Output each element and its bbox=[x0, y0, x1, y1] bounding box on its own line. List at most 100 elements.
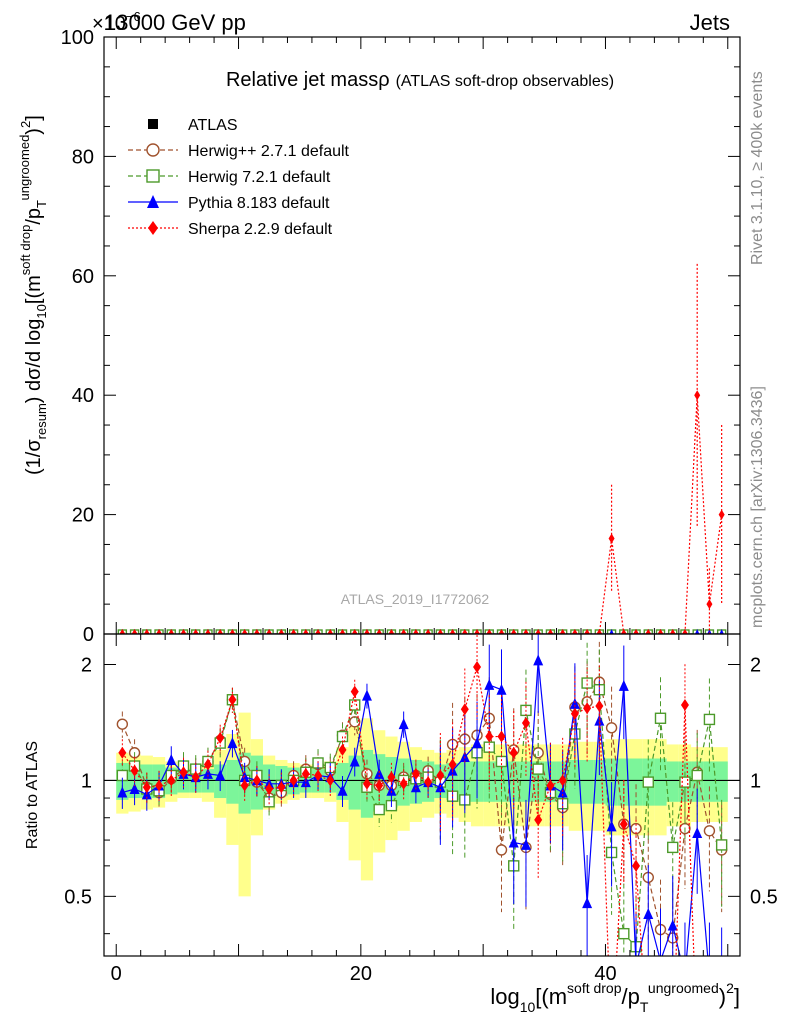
sherpa-ratio-point bbox=[191, 771, 200, 784]
sherpa-point bbox=[571, 629, 578, 634]
sherpa-point bbox=[376, 629, 383, 634]
sherpa-ratio-point bbox=[314, 769, 323, 782]
pythia-ratio-point bbox=[129, 782, 140, 794]
pythia-ratio-point bbox=[227, 737, 238, 749]
sherpa-point bbox=[620, 629, 627, 634]
sherpa-ratio-point bbox=[179, 766, 188, 779]
y-exponent-note: ×10−6 bbox=[92, 9, 141, 35]
main-title: Relative jet massρ (ATLAS soft-drop obser… bbox=[226, 69, 614, 91]
sherpa-point bbox=[461, 629, 468, 634]
sherpa-ratio-point bbox=[228, 693, 237, 706]
herwig7-ratio-point bbox=[703, 713, 716, 726]
sherpa-ratio-point bbox=[216, 731, 225, 744]
legend-marker-sherpa bbox=[148, 221, 158, 235]
pythia-ratio-point bbox=[569, 697, 580, 709]
ratio-y-tick-label-right: 0.5 bbox=[750, 886, 778, 908]
ratio-y-label: Ratio to ATLAS bbox=[24, 741, 41, 849]
sherpa-point bbox=[131, 629, 138, 634]
sherpa-point bbox=[290, 629, 297, 634]
main-axis-ticks: 0 20 40 60 80 100 bbox=[61, 27, 740, 646]
main-title-note: (ATLAS soft-drop observables) bbox=[396, 73, 614, 90]
herwig7-ratio-point bbox=[679, 776, 691, 788]
sherpa-ratio-point bbox=[338, 743, 347, 756]
sherpa-point bbox=[192, 629, 199, 634]
pythia-ratio-point bbox=[533, 654, 544, 666]
sherpa-point bbox=[694, 390, 701, 401]
band-inner-segment bbox=[703, 761, 716, 802]
sherpa-point bbox=[241, 629, 248, 634]
pythia-ratio-point bbox=[117, 786, 128, 798]
pythia-ratio-point bbox=[361, 689, 372, 701]
sherpa-ratio-point bbox=[595, 700, 604, 713]
sherpa-point bbox=[425, 629, 432, 634]
pythia-ratio-point bbox=[557, 786, 568, 798]
pythia-ratio-point bbox=[631, 960, 641, 971]
pythia-ratio-point bbox=[398, 718, 409, 730]
ratio-panel: 0.5 0.51 12 20 20 40 Ratio to ATLAS log10[(ms… bbox=[24, 633, 778, 1015]
sherpa-ratio-point bbox=[277, 781, 286, 794]
sherpa-point bbox=[510, 629, 517, 634]
analysis-watermark: ATLAS_2019_I1772062 bbox=[341, 591, 490, 607]
pythia-ratio-point bbox=[496, 683, 507, 695]
sherpa-point bbox=[584, 629, 591, 634]
sherpa-point bbox=[143, 629, 150, 634]
sherpa-ratio-point bbox=[424, 776, 433, 789]
sherpa-ratio-point bbox=[252, 774, 261, 787]
pythia-ratio-point bbox=[337, 784, 348, 796]
herwig7-ratio-point bbox=[691, 769, 703, 782]
main-y-tick-label: 100 bbox=[61, 27, 94, 49]
band-inner-segment bbox=[581, 759, 594, 804]
herwig7-ratio-point bbox=[715, 839, 728, 851]
pythia-ratio-point bbox=[215, 769, 226, 781]
legend-marker-pythia bbox=[147, 195, 159, 208]
sherpa-ratio-point bbox=[142, 781, 151, 794]
sherpa-point bbox=[266, 629, 273, 634]
ratio-y-tick-label-right: 2 bbox=[750, 654, 761, 676]
sherpa-ratio-point bbox=[521, 716, 530, 729]
main-series bbox=[117, 263, 727, 634]
sherpa-point bbox=[412, 629, 419, 634]
band-inner-segment bbox=[495, 761, 508, 802]
sherpa-point bbox=[400, 629, 407, 634]
band-inner-segment bbox=[226, 759, 239, 804]
herwig7-ratio-point bbox=[654, 712, 667, 724]
legend-label-sherpa: Sherpa 2.2.9 default bbox=[188, 221, 333, 238]
sherpa-point bbox=[437, 629, 444, 634]
ratio-axis-ticks: 0.5 0.51 12 20 20 40 bbox=[64, 634, 778, 985]
main-panel: 0 20 40 60 80 100 Relative jet massρ (ATLAS so… bbox=[17, 27, 741, 646]
sherpa-point bbox=[718, 509, 725, 520]
collision-label: 13000 GeV pp bbox=[104, 10, 246, 35]
sherpa-point bbox=[522, 629, 529, 634]
sherpa-point bbox=[486, 629, 493, 634]
sherpa-ratio-point bbox=[570, 707, 579, 720]
jets-label: Jets bbox=[690, 10, 730, 35]
sherpa-point bbox=[302, 629, 309, 634]
sherpa-ratio-point bbox=[460, 703, 469, 716]
legend-marker-herwig7 bbox=[146, 169, 160, 183]
herwigpp-ratio-point bbox=[116, 718, 129, 730]
sherpa-point bbox=[217, 629, 224, 634]
sherpa-ratio-point bbox=[289, 774, 298, 787]
sherpa-line bbox=[122, 395, 723, 634]
sherpa-ratio-point bbox=[411, 767, 420, 780]
sherpa-point bbox=[449, 629, 456, 634]
herwig7-ratio-point bbox=[532, 763, 544, 775]
sherpa-point bbox=[535, 629, 542, 634]
sherpa-point bbox=[547, 629, 554, 634]
herwigpp-ratio-point bbox=[703, 825, 716, 837]
herwigpp-ratio-point bbox=[605, 722, 618, 734]
x-tick-label: 20 bbox=[350, 963, 372, 985]
pythia-ratio-point bbox=[520, 838, 531, 850]
sherpa-ratio-point bbox=[680, 698, 689, 711]
sherpa-point bbox=[645, 629, 652, 634]
pythia-point bbox=[694, 629, 700, 634]
sherpa-point bbox=[327, 629, 334, 634]
sherpa-ratio-point bbox=[436, 769, 445, 782]
pythia-point bbox=[609, 629, 614, 634]
pythia-ratio-point bbox=[582, 897, 593, 909]
pythia-ratio-point bbox=[472, 737, 483, 749]
sherpa-ratio-point bbox=[118, 746, 127, 759]
x-tick-label: 40 bbox=[594, 963, 616, 985]
herwigpp-ratio-line bbox=[121, 680, 723, 939]
